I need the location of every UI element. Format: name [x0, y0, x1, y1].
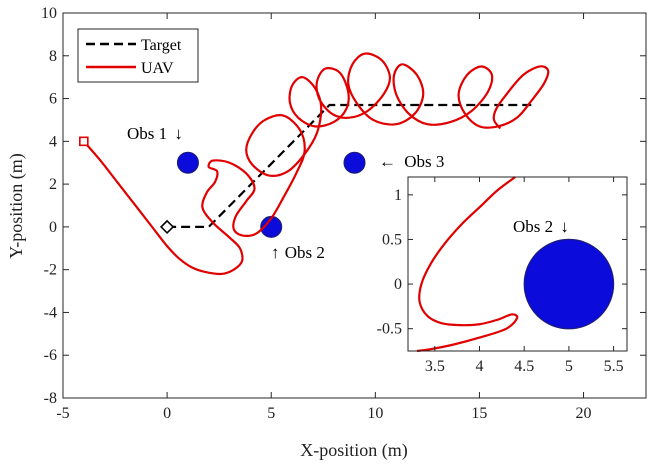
inset-y-ticks: -0.5 0 0.5 1 — [377, 187, 627, 338]
plot-frame — [62, 12, 647, 399]
inset-frame — [407, 176, 628, 352]
y-tick-label: 8 — [49, 48, 57, 65]
y-tick-label: 1 — [394, 187, 402, 204]
markers-layer — [79, 136, 175, 235]
x-tick-label: 4 — [476, 358, 484, 375]
y-tick-label: 0.5 — [382, 231, 402, 248]
inset-x-ticks: 3.5 4 4.5 5 5.5 — [425, 177, 624, 375]
inset-obs2-arrow: ↓ — [560, 217, 569, 236]
y-tick-label: 10 — [41, 5, 57, 22]
obstacle-1 — [523, 238, 615, 330]
x-tick-label: 5.5 — [604, 358, 624, 375]
y-tick-label: 0 — [49, 219, 57, 236]
target-start-marker — [159, 219, 175, 235]
y-tick-label: 2 — [49, 176, 57, 193]
legend-uav-label: UAV — [141, 60, 174, 77]
series-uav — [82, 52, 550, 276]
x-tick-label: 4.5 — [514, 358, 534, 375]
x-tick-label: 10 — [367, 405, 383, 422]
obs2-arrow: ↑ — [271, 243, 280, 262]
x-axis-label: X-position (m) — [300, 440, 408, 461]
y-tick-label: -2 — [44, 262, 57, 279]
inset-plot: 3.5 4 4.5 5 5.5 -0.5 0 0.5 1 Obs 2 ↓ — [377, 176, 628, 375]
legend: Target UAV — [77, 28, 199, 83]
x-tick-label: 3.5 — [425, 358, 445, 375]
x-ticks: -5 0 5 10 15 20 — [56, 13, 592, 422]
y-tick-label: 4 — [49, 133, 57, 150]
y-tick-label: -6 — [44, 347, 57, 364]
x-tick-label: -5 — [56, 405, 69, 422]
start-marker — [79, 136, 89, 147]
obstacles — [176, 151, 366, 238]
y-tick-label: -4 — [44, 304, 57, 321]
legend-target-label: Target — [141, 37, 182, 54]
obs1-label-text: Obs 1 — [127, 124, 167, 143]
obstacle-3 — [343, 151, 366, 174]
inset-obs2-label-text: Obs 2 — [513, 217, 553, 236]
obs3-arrow: ← — [379, 152, 396, 171]
legend-box — [77, 28, 199, 83]
y-tick-label: 6 — [49, 91, 57, 108]
obs2-label: ↑ Obs 2 — [271, 243, 325, 262]
obs2-label-text: Obs 2 — [285, 243, 325, 262]
inset-series-layer — [416, 176, 519, 353]
obs1-arrow: ↓ — [174, 124, 183, 143]
y-tick-label: 0 — [394, 276, 402, 293]
obstacle-1 — [176, 151, 199, 174]
obs3-label-text: Obs 3 — [404, 152, 444, 171]
series-layer — [82, 52, 550, 276]
inset-obs2-label: Obs 2 ↓ — [513, 217, 569, 236]
x-tick-label: 20 — [576, 405, 592, 422]
x-tick-label: 15 — [471, 405, 487, 422]
y-axis-label: Y-position (m) — [6, 153, 27, 259]
obs3-label: ← Obs 3 — [379, 152, 444, 171]
series-uav — [416, 176, 519, 353]
obs1-label: Obs 1 ↓ — [127, 124, 183, 143]
x-tick-label: 5 — [267, 405, 275, 422]
x-tick-label: 5 — [565, 358, 573, 375]
series-target — [167, 103, 532, 228]
y-tick-label: -8 — [44, 390, 57, 407]
inset-obstacles — [523, 238, 615, 330]
y-tick-label: -0.5 — [377, 321, 402, 338]
x-tick-label: 0 — [163, 405, 171, 422]
